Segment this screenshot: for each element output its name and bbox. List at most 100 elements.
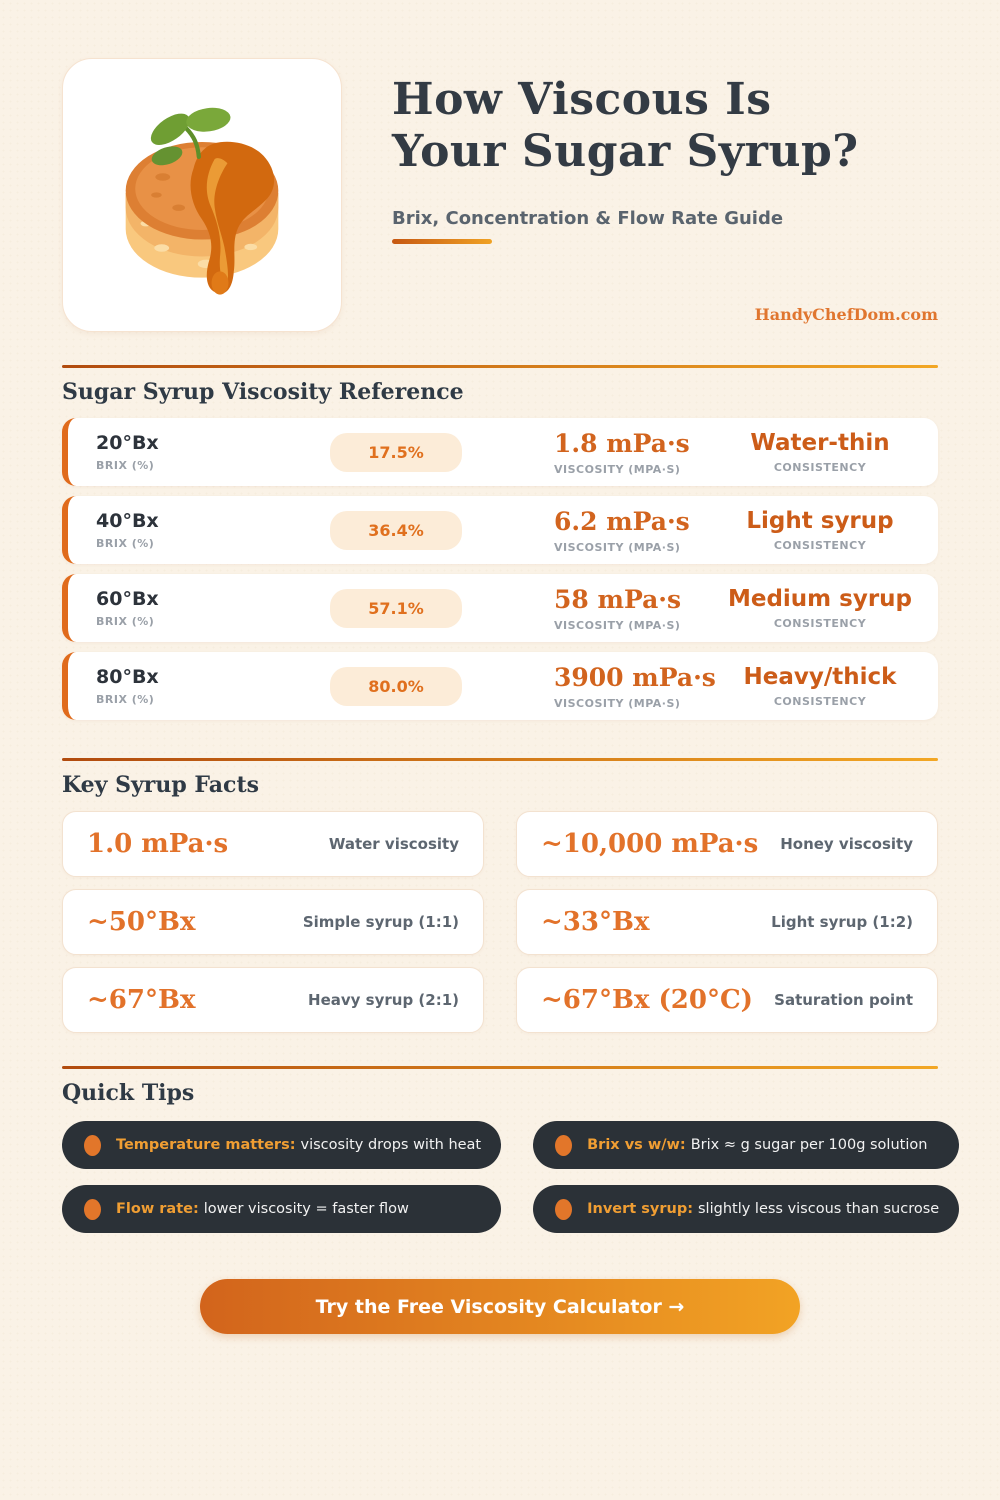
tips-section: Quick Tips Temperature matters: viscosity… xyxy=(62,1066,960,1233)
brix-label: BRIX (%) xyxy=(96,693,155,706)
percent-cell: 80.0% xyxy=(296,666,496,706)
fact-label: Honey viscosity xyxy=(780,835,913,853)
consistency-value: Water-thin xyxy=(750,430,890,456)
fact-value: 1.0 mPa·s xyxy=(87,829,229,859)
brix-label: BRIX (%) xyxy=(96,459,155,472)
page-subtitle: Brix, Concentration & Flow Rate Guide xyxy=(392,207,784,229)
tips-heading: Quick Tips xyxy=(62,1080,195,1106)
tip-pill: Flow rate: lower viscosity = faster flow xyxy=(62,1185,502,1233)
reference-row: 60°Bx BRIX (%) 57.1% 58 mPa·s VISCOSITY … xyxy=(62,574,938,642)
site-link[interactable]: HandyChefDom.com xyxy=(754,305,938,324)
percent-pill: 80.0% xyxy=(330,666,462,706)
reference-row: 80°Bx BRIX (%) 80.0% 3900 mPa·s VISCOSIT… xyxy=(62,652,938,720)
section-divider xyxy=(62,365,938,368)
reference-row: 40°Bx BRIX (%) 36.4% 6.2 mPa·s VISCOSITY… xyxy=(62,496,938,564)
percent-pill: 57.1% xyxy=(330,588,462,628)
tip-pill: Temperature matters: viscosity drops with… xyxy=(62,1121,502,1169)
brix-value: 40°Bx xyxy=(96,510,159,532)
facts-grid: 1.0 mPa·s Water viscosity ~10,000 mPa·s … xyxy=(62,811,938,1033)
fact-card: ~33°Bx Light syrup (1:2) xyxy=(516,889,938,955)
reference-row: 20°Bx BRIX (%) 17.5% 1.8 mPa·s VISCOSITY… xyxy=(62,418,938,486)
tip-text: Invert syrup: slightly less viscous than … xyxy=(587,1201,939,1217)
section-divider xyxy=(62,1066,938,1069)
percent-pill: 17.5% xyxy=(330,432,462,472)
tip-label: Flow rate: xyxy=(116,1201,199,1217)
brix-cell: 20°Bx BRIX (%) xyxy=(96,432,296,472)
header: How Viscous Is Your Sugar Syrup? Brix, C… xyxy=(62,58,938,332)
consistency-cell: Light syrup CONSISTENCY xyxy=(726,508,914,552)
page-title: How Viscous Is Your Sugar Syrup? xyxy=(392,74,938,178)
tip-text: Temperature matters: viscosity drops with… xyxy=(116,1137,481,1153)
tip-label: Temperature matters: xyxy=(116,1137,296,1153)
consistency-cell: Heavy/thick CONSISTENCY xyxy=(726,664,914,708)
tip-pill: Invert syrup: slightly less viscous than … xyxy=(533,1185,960,1233)
tip-body: Brix ≈ g sugar per 100g solution xyxy=(690,1137,928,1153)
brix-cell: 40°Bx BRIX (%) xyxy=(96,510,296,550)
consistency-value: Medium syrup xyxy=(727,586,913,612)
fact-label: Heavy syrup (2:1) xyxy=(308,991,459,1009)
consistency-label: CONSISTENCY xyxy=(773,539,867,552)
consistency-cell: Water-thin CONSISTENCY xyxy=(726,430,914,474)
bullet-dot-icon xyxy=(84,1134,101,1156)
consistency-label: CONSISTENCY xyxy=(773,461,867,474)
consistency-cell: Medium syrup CONSISTENCY xyxy=(726,586,914,630)
facts-heading: Key Syrup Facts xyxy=(62,772,259,798)
tip-body: lower viscosity = faster flow xyxy=(203,1201,409,1217)
fact-label: Light syrup (1:2) xyxy=(771,913,913,931)
facts-section: Key Syrup Facts 1.0 mPa·s Water viscosit… xyxy=(62,758,938,1033)
bullet-dot-icon xyxy=(84,1198,101,1220)
brix-cell: 80°Bx BRIX (%) xyxy=(96,666,296,706)
tip-body: viscosity drops with heat xyxy=(300,1137,482,1153)
fact-value: ~67°Bx xyxy=(87,985,196,1015)
consistency-label: CONSISTENCY xyxy=(773,617,867,630)
tip-body: slightly less viscous than sucrose xyxy=(698,1201,940,1217)
fact-card: ~50°Bx Simple syrup (1:1) xyxy=(62,889,484,955)
page-title-line2: Your Sugar Syrup? xyxy=(392,125,859,177)
viscosity-cell: 6.2 mPa·s VISCOSITY (MPA·S) xyxy=(496,507,726,554)
percent-cell: 36.4% xyxy=(296,510,496,550)
fact-value: ~33°Bx xyxy=(541,907,650,937)
fact-label: Simple syrup (1:1) xyxy=(302,913,459,931)
pancake-icon-card xyxy=(62,58,342,332)
viscosity-label: VISCOSITY (MPA·S) xyxy=(554,462,681,476)
fact-card: ~67°Bx (20°C) Saturation point xyxy=(516,967,938,1033)
section-divider xyxy=(62,758,938,761)
brix-cell: 60°Bx BRIX (%) xyxy=(96,588,296,628)
percent-pill: 36.4% xyxy=(330,510,462,550)
bullet-dot-icon xyxy=(555,1198,573,1220)
tips-grid: Temperature matters: viscosity drops with… xyxy=(62,1121,960,1233)
fact-card: 1.0 mPa·s Water viscosity xyxy=(62,811,484,877)
tip-pill: Brix vs w/w: Brix ≈ g sugar per 100g solu… xyxy=(533,1121,960,1169)
viscosity-cell: 3900 mPa·s VISCOSITY (MPA·S) xyxy=(496,663,726,710)
viscosity-label: VISCOSITY (MPA·S) xyxy=(554,618,681,632)
tip-label: Invert syrup: xyxy=(587,1201,693,1217)
subtitle-underline xyxy=(392,238,492,244)
percent-cell: 57.1% xyxy=(296,588,496,628)
brix-value: 80°Bx xyxy=(96,666,159,688)
reference-heading: Sugar Syrup Viscosity Reference xyxy=(62,379,464,405)
tip-text: Flow rate: lower viscosity = faster flow xyxy=(116,1201,409,1217)
consistency-value: Heavy/thick xyxy=(743,664,897,690)
brix-label: BRIX (%) xyxy=(96,537,155,550)
reference-section: Sugar Syrup Viscosity Reference 20°Bx BR… xyxy=(62,365,938,720)
tip-text: Brix vs w/w: Brix ≈ g sugar per 100g solu… xyxy=(587,1137,927,1153)
fact-value: ~67°Bx (20°C) xyxy=(541,985,753,1015)
header-text: How Viscous Is Your Sugar Syrup? Brix, C… xyxy=(342,58,938,332)
bullet-dot-icon xyxy=(555,1134,573,1156)
viscosity-label: VISCOSITY (MPA·S) xyxy=(554,696,681,710)
consistency-value: Light syrup xyxy=(746,508,894,534)
fact-label: Saturation point xyxy=(774,991,913,1009)
viscosity-cell: 1.8 mPa·s VISCOSITY (MPA·S) xyxy=(496,429,726,476)
viscosity-cell: 58 mPa·s VISCOSITY (MPA·S) xyxy=(496,585,726,632)
brix-value: 20°Bx xyxy=(96,432,159,454)
fact-label: Water viscosity xyxy=(328,835,459,853)
cta-button[interactable]: Try the Free Viscosity Calculator → xyxy=(200,1279,800,1334)
viscosity-value: 1.8 mPa·s xyxy=(554,428,690,458)
tip-label: Brix vs w/w: xyxy=(587,1137,686,1153)
fact-card: ~10,000 mPa·s Honey viscosity xyxy=(516,811,938,877)
viscosity-value: 6.2 mPa·s xyxy=(554,506,690,536)
pancake-syrup-icon xyxy=(125,107,279,295)
brix-value: 60°Bx xyxy=(96,588,159,610)
viscosity-value: 58 mPa·s xyxy=(554,584,682,614)
